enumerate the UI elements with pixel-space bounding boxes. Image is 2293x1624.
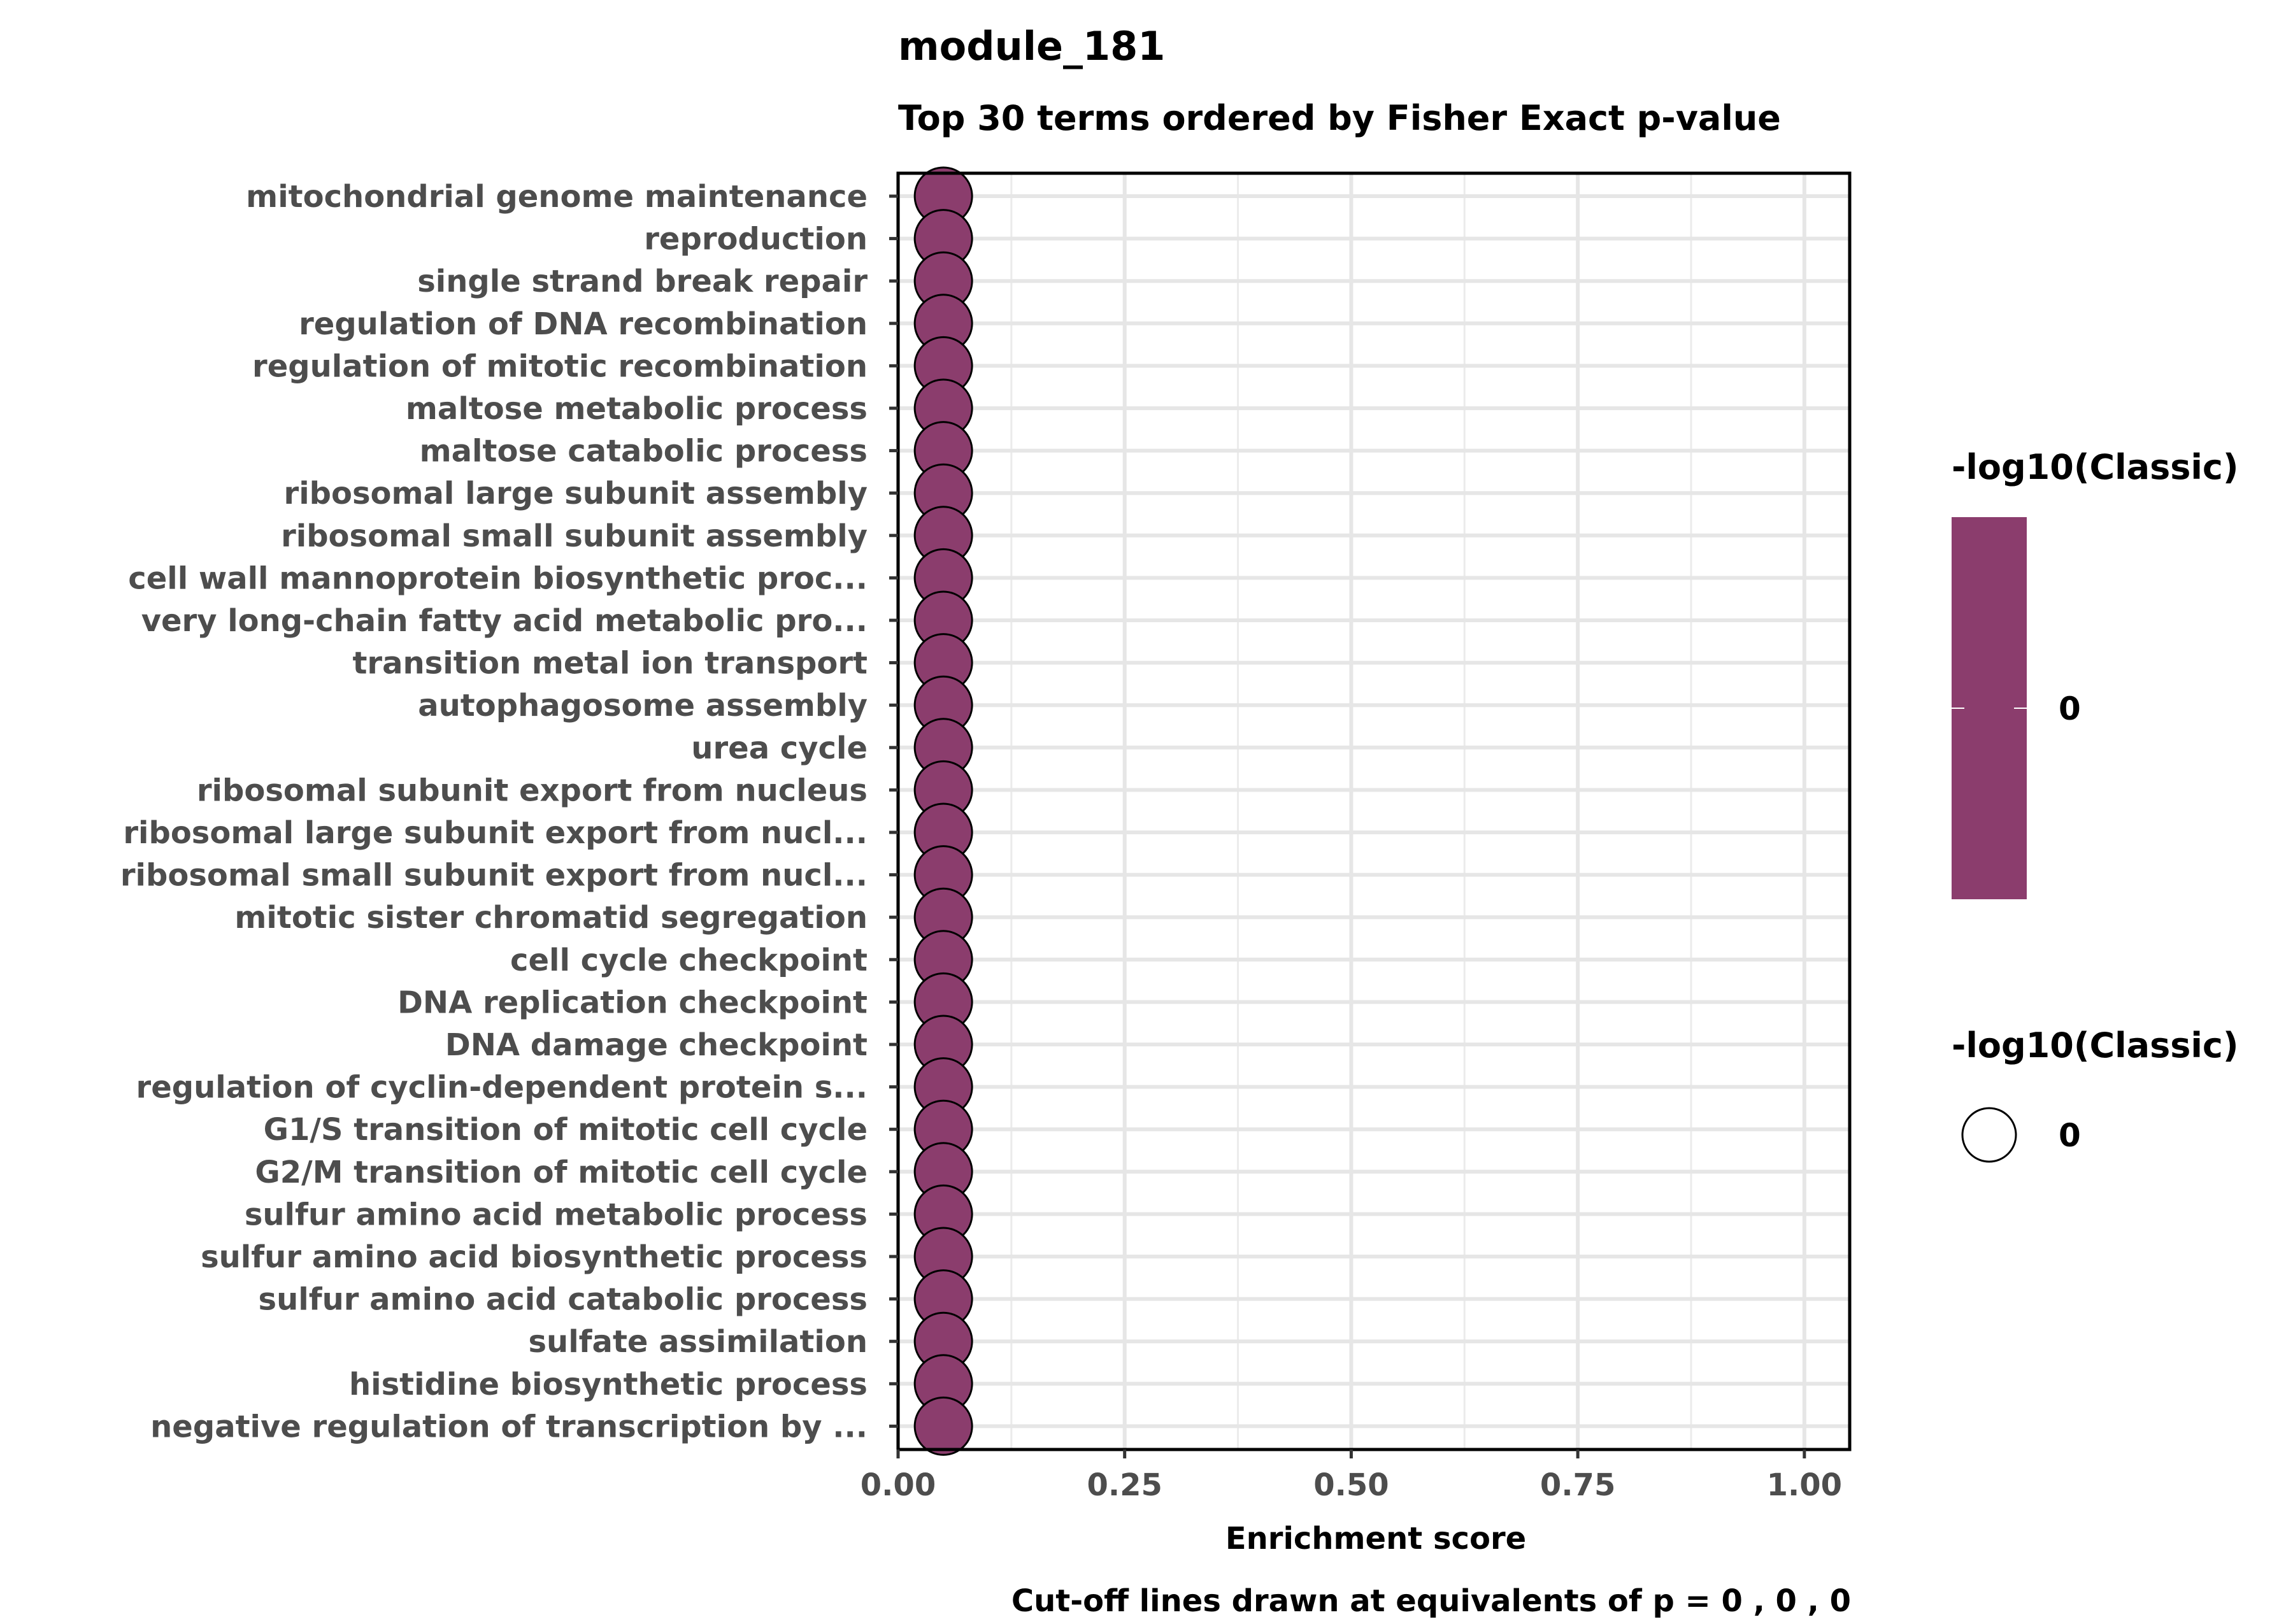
y-tick-label: mitotic sister chromatid segregation	[234, 900, 868, 936]
x-tick-label: 1.00	[1767, 1467, 1842, 1503]
size-legend-symbol	[1961, 1107, 2017, 1163]
x-tick-label: 0.50	[1313, 1467, 1389, 1503]
y-tick-label: ribosomal large subunit export from nucl…	[123, 815, 868, 851]
y-tick-label: maltose catabolic process	[420, 434, 868, 469]
chart-caption: Cut-off lines drawn at equivalents of p …	[1011, 1583, 1851, 1619]
y-tick-label: autophagosome assembly	[418, 688, 868, 723]
y-tick-label: maltose metabolic process	[406, 391, 868, 427]
y-tick-label: DNA damage checkpoint	[445, 1027, 868, 1063]
y-tick-label: DNA replication checkpoint	[397, 985, 868, 1020]
y-tick-label: histidine biosynthetic process	[349, 1367, 868, 1402]
y-tick-label: sulfur amino acid biosynthetic process	[201, 1239, 868, 1275]
y-axis-ticks	[889, 194, 898, 1428]
y-tick-label: very long-chain fatty acid metabolic pro…	[141, 603, 868, 639]
x-tick-label: 0.25	[1087, 1467, 1162, 1503]
y-tick-label: G1/S transition of mitotic cell cycle	[264, 1112, 868, 1148]
x-tick-label: 0.75	[1540, 1467, 1615, 1503]
x-tick-label: 0.00	[861, 1467, 936, 1503]
y-tick-label: sulfur amino acid catabolic process	[259, 1282, 868, 1318]
data-point	[913, 1396, 973, 1456]
color-legend-title: -log10(Classic)	[1952, 447, 2239, 487]
y-tick-label: ribosomal small subunit export from nucl…	[120, 858, 868, 894]
y-tick-label: cell cycle checkpoint	[510, 943, 868, 978]
y-tick-label: urea cycle	[691, 730, 868, 766]
size-legend-value: 0	[2059, 1117, 2081, 1154]
y-tick-label: negative regulation of transcription by …	[150, 1409, 868, 1444]
y-tick-label: transition metal ion transport	[352, 646, 868, 681]
y-axis-labels: mitochondrial genome maintenance reproduc…	[120, 179, 868, 1444]
y-tick-label: G2/M transition of mitotic cell cycle	[255, 1155, 868, 1190]
y-tick-label: single strand break repair	[417, 264, 868, 299]
y-tick-label: regulation of mitotic recombination	[252, 348, 868, 384]
y-tick-label: regulation of cyclin-dependent protein s…	[136, 1070, 868, 1106]
y-tick-label: sulfate assimilation	[528, 1324, 868, 1360]
color-legend-value: 0	[2059, 690, 2081, 727]
x-axis-labels: 0.00 0.25 0.50 0.75 1.00	[861, 1467, 1842, 1503]
data-points	[913, 166, 973, 1456]
grid-lines	[896, 173, 1850, 1449]
chart-title: module_181	[898, 23, 1165, 69]
y-tick-label: ribosomal large subunit assembly	[284, 476, 868, 511]
x-axis-title: Enrichment score	[1225, 1521, 1526, 1556]
y-tick-label: sulfur amino acid metabolic process	[245, 1197, 868, 1232]
y-tick-label: mitochondrial genome maintenance	[246, 179, 868, 215]
size-legend-title: -log10(Classic)	[1952, 1025, 2239, 1065]
x-axis-ticks	[896, 1449, 1806, 1458]
plot-panel-border	[896, 171, 1852, 1451]
chart-subtitle: Top 30 terms ordered by Fisher Exact p-v…	[898, 98, 1781, 138]
y-tick-label: regulation of DNA recombination	[299, 306, 868, 342]
y-tick-label: ribosomal small subunit assembly	[281, 518, 868, 554]
y-tick-label: cell wall mannoprotein biosynthetic proc…	[128, 560, 868, 596]
y-tick-label: reproduction	[644, 222, 868, 257]
y-tick-label: ribosomal subunit export from nucleus	[197, 773, 868, 808]
